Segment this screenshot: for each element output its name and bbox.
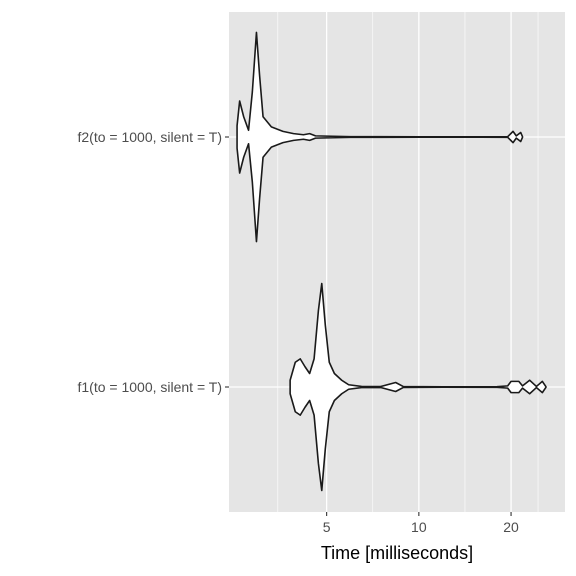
- y-axis: f2(to = 1000, silent = T) f1(to = 1000, s…: [78, 129, 229, 395]
- y-tick-label: f1(to = 1000, silent = T): [78, 379, 223, 395]
- violin-1: [236, 31, 524, 243]
- plot-panel: [229, 12, 565, 512]
- violins: [236, 31, 547, 492]
- x-axis-title: Time [milliseconds]: [321, 543, 473, 563]
- x-axis: 5 10 20: [323, 512, 519, 535]
- x-tick-label: 10: [411, 519, 427, 535]
- violin-2: [289, 282, 547, 492]
- x-tick-label: 5: [323, 519, 331, 535]
- y-tick-label: f2(to = 1000, silent = T): [78, 129, 223, 145]
- x-tick-label: 20: [503, 519, 519, 535]
